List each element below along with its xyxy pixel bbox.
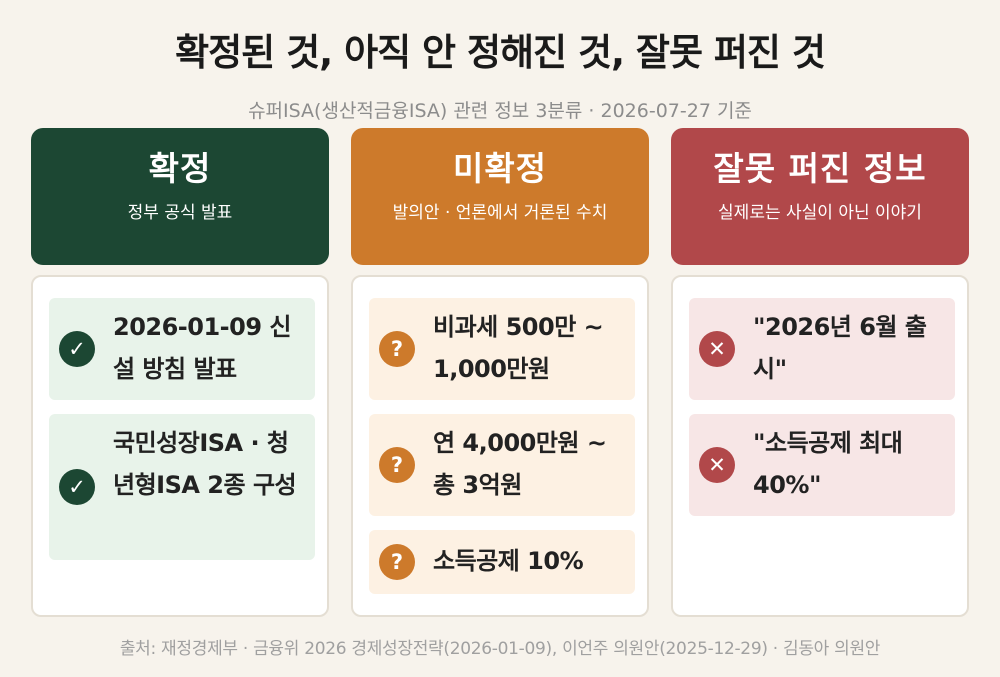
unconfirmed-header: 미확정 발의안 · 언론에서 거론된 수치 (351, 128, 649, 265)
page-title: 확정된 것, 아직 안 정해진 것, 잘못 퍼진 것 (175, 31, 826, 74)
check-icon: ✓ (59, 331, 95, 367)
unconfirmed-item: ? 비과세 500만 ~ 1,000만원 (369, 298, 635, 400)
unconfirmed-panel: ? 비과세 500만 ~ 1,000만원 ? 연 4,000만원 ~ 총 3억원… (351, 275, 649, 617)
item-text: "소득공제 최대 40%" (753, 429, 903, 499)
item-text: 2026-01-09 신설 방침 발표 (113, 313, 291, 383)
question-icon: ? (379, 447, 415, 483)
item-text: 국민성장ISA · 청년형ISA 2종 구성 (113, 429, 297, 499)
misinfo-item: ✕ "소득공제 최대 40%" (689, 414, 955, 516)
misinfo-title: 잘못 퍼진 정보 (713, 149, 927, 188)
confirmed-desc: 정부 공식 발표 (127, 203, 233, 223)
question-icon: ? (379, 544, 415, 580)
misinfo-panel: ✕ "2026년 6월 출시" ✕ "소득공제 최대 40%" (671, 275, 969, 617)
item-text: 소득공제 10% (433, 547, 584, 575)
source-footer: 출처: 재정경제부 · 금융위 2026 경제성장전략(2026-01-09),… (119, 639, 881, 659)
question-icon: ? (379, 331, 415, 367)
item-text: 연 4,000만원 ~ 총 3억원 (433, 429, 607, 499)
unconfirmed-item: ? 연 4,000만원 ~ 총 3억원 (369, 414, 635, 516)
page-subtitle: 슈퍼ISA(생산적금융ISA) 관련 정보 3분류 · 2026-07-27 기… (248, 100, 752, 122)
x-icon: ✕ (699, 331, 735, 367)
x-icon: ✕ (699, 447, 735, 483)
unconfirmed-item: ? 소득공제 10% (369, 530, 635, 594)
misinfo-desc: 실제로는 사실이 아닌 이야기 (718, 203, 922, 223)
confirmed-item: ✓ 2026-01-09 신설 방침 발표 (49, 298, 315, 400)
unconfirmed-title: 미확정 (452, 149, 548, 188)
confirmed-item: ✓ 국민성장ISA · 청년형ISA 2종 구성 (49, 414, 315, 560)
item-text: 비과세 500만 ~ 1,000만원 (433, 313, 604, 383)
confirmed-column: 확정 정부 공식 발표 ✓ 2026-01-09 신설 방침 발표 ✓ 국민성장… (31, 128, 329, 617)
unconfirmed-column: 미확정 발의안 · 언론에서 거론된 수치 ? 비과세 500만 ~ 1,000… (351, 128, 649, 617)
item-text: "2026년 6월 출시" (753, 313, 927, 383)
confirmed-panel: ✓ 2026-01-09 신설 방침 발표 ✓ 국민성장ISA · 청년형ISA… (31, 275, 329, 617)
misinfo-column: 잘못 퍼진 정보 실제로는 사실이 아닌 이야기 ✕ "2026년 6월 출시"… (671, 128, 969, 617)
confirmed-title: 확정 (148, 149, 212, 188)
check-icon: ✓ (59, 469, 95, 505)
confirmed-header: 확정 정부 공식 발표 (31, 128, 329, 265)
unconfirmed-desc: 발의안 · 언론에서 거론된 수치 (392, 203, 608, 223)
misinfo-header: 잘못 퍼진 정보 실제로는 사실이 아닌 이야기 (671, 128, 969, 265)
misinfo-item: ✕ "2026년 6월 출시" (689, 298, 955, 400)
